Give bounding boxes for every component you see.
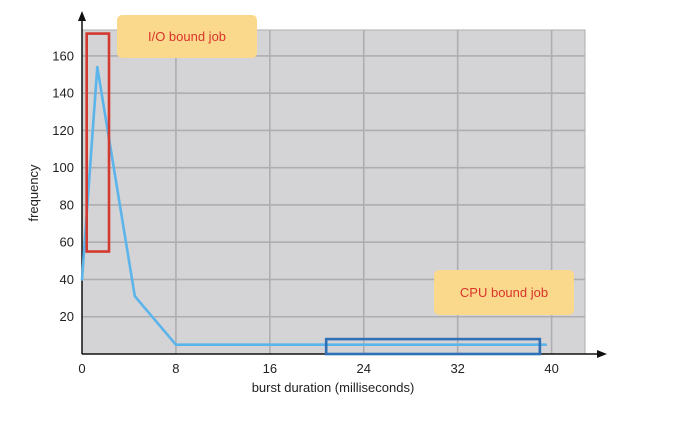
y-tick-labels: 20 40 60 80 100 120 140 160 bbox=[52, 48, 74, 324]
y-tick-label: 20 bbox=[60, 309, 74, 324]
y-axis-title: frequency bbox=[26, 164, 41, 222]
cpu-bound-label-background bbox=[434, 270, 574, 315]
io-bound-region-box bbox=[85, 32, 111, 253]
io-bound-label: I/O bound job bbox=[148, 29, 226, 44]
x-tick-label: 0 bbox=[78, 361, 85, 376]
series-layer bbox=[80, 65, 548, 347]
y-tick-label: 100 bbox=[52, 160, 74, 175]
cpu-bound-label: CPU bound job bbox=[460, 285, 548, 300]
y-tick-label: 140 bbox=[52, 86, 74, 101]
y-tick-label: 80 bbox=[60, 197, 74, 212]
x-axis-arrow-icon bbox=[597, 350, 607, 358]
x-tick-labels: 0 8 16 24 32 40 bbox=[78, 361, 558, 376]
y-tick-label: 60 bbox=[60, 235, 74, 250]
cpu-bound-callout: CPU bound job bbox=[434, 270, 574, 315]
frequency-series-line bbox=[80, 65, 548, 347]
x-tick-label: 24 bbox=[357, 361, 371, 376]
cpu-bound-region-box bbox=[324, 337, 542, 356]
x-tick-label: 16 bbox=[263, 361, 277, 376]
io-bound-callout: I/O bound job bbox=[117, 15, 257, 58]
x-axis-title: burst duration (milliseconds) bbox=[252, 380, 415, 395]
x-tick-label: 40 bbox=[544, 361, 558, 376]
io-bound-label-background bbox=[117, 15, 257, 58]
x-tick-label: 32 bbox=[450, 361, 464, 376]
y-tick-label: 120 bbox=[52, 123, 74, 138]
y-tick-label: 160 bbox=[52, 48, 74, 63]
y-tick-label: 40 bbox=[60, 272, 74, 287]
x-tick-label: 8 bbox=[172, 361, 179, 376]
y-axis-arrow-icon bbox=[78, 11, 86, 21]
annotation-boxes bbox=[85, 32, 542, 356]
